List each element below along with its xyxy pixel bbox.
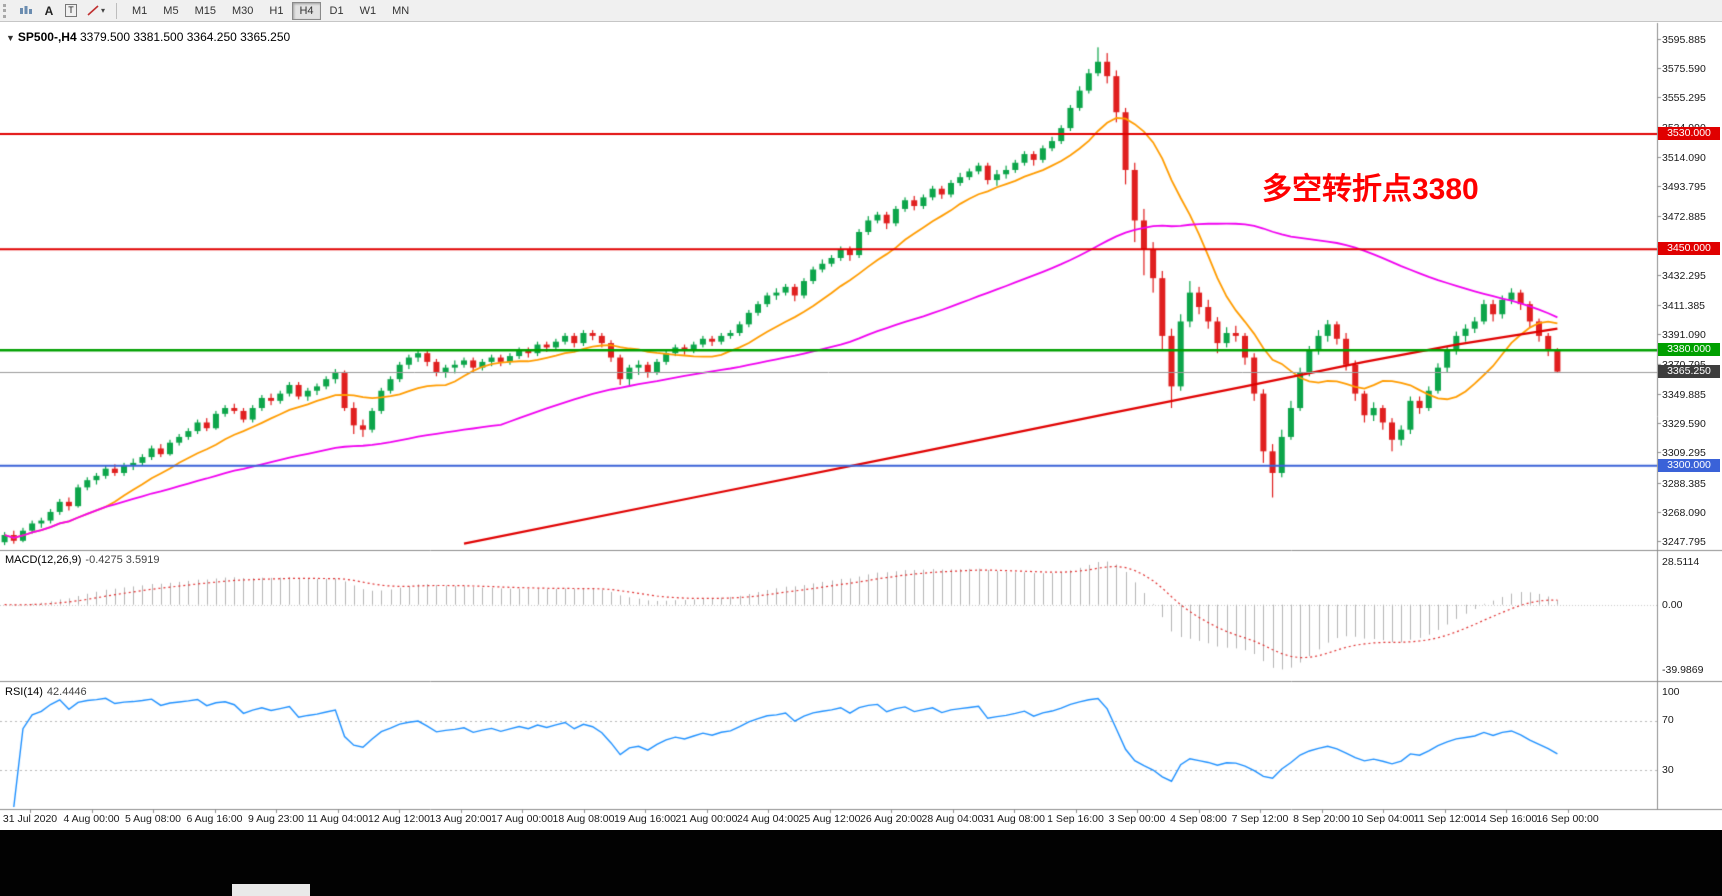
timeframe-button-m30[interactable]: M30 (225, 2, 260, 20)
time-axis-label: 16 Sep 00:00 (1536, 813, 1599, 825)
price-axis-label: 3268.090 (1662, 506, 1706, 519)
time-axis-label: 24 Aug 04:00 (737, 813, 799, 825)
time-axis-label: 11 Aug 04:00 (306, 813, 369, 825)
label-tool-glyph: T (65, 4, 77, 17)
trendline-icon (87, 5, 99, 16)
timeframe-group: M1 M5 M15 M30 H1 H4 D1 W1 MN (124, 1, 417, 20)
candlestick-chart-icon (20, 6, 32, 14)
price-axis-label: 3595.885 (1662, 33, 1706, 46)
macd-axis-zero: 0.00 (1662, 598, 1683, 611)
time-axis-label: 10 Sep 04:00 (1351, 813, 1415, 825)
symbol-timeframe-label: SP500-,H4 (17, 30, 77, 44)
time-axis-label: 17 Aug 00:00 (491, 813, 553, 825)
toolbar-grip-handle[interactable] (3, 3, 9, 18)
macd-indicator-label: MACD(12,26,9) -0.4275 3.5919 (5, 554, 159, 566)
time-axis-label: 8 Sep 20:00 (1293, 813, 1350, 825)
timeframe-button-m5[interactable]: M5 (156, 2, 185, 20)
ohlc-values: 3379.500 3381.500 3364.250 3365.250 (79, 30, 291, 44)
rsi-name: RSI(14) (5, 686, 43, 698)
price-axis-label: 3309.295 (1662, 447, 1706, 460)
toolbar-separator (116, 2, 118, 19)
text-annotation-button[interactable]: A (39, 2, 59, 20)
timeframe-button-d1[interactable]: D1 (323, 2, 351, 20)
line-studies-button[interactable]: ▾ (83, 2, 109, 20)
collapse-indicator-icon[interactable]: ▼ (6, 33, 15, 43)
macd-values: -0.4275 3.5919 (85, 554, 160, 566)
time-axis-label: 28 Aug 04:00 (921, 813, 984, 825)
time-axis-label: 31 Jul 2020 (2, 813, 58, 825)
price-axis-label: 3391.090 (1662, 329, 1706, 342)
text-tool-label: A (44, 3, 54, 18)
rsi-axis-100: 100 (1662, 686, 1680, 698)
rsi-value: 42.4446 (46, 686, 87, 698)
timeframe-button-m1[interactable]: M1 (125, 2, 154, 20)
macd-axis-max: 28.5114 (1662, 556, 1700, 568)
price-axis-label: 3329.590 (1662, 418, 1706, 431)
price-axis-label: 3493.795 (1662, 181, 1706, 194)
timeframe-button-h1[interactable]: H1 (262, 2, 290, 20)
price-axis-label: 3472.885 (1662, 211, 1706, 224)
time-axis-label: 14 Sep 16:00 (1474, 813, 1538, 825)
price-axis-label: 3514.090 (1662, 151, 1706, 164)
timeframe-button-w1[interactable]: W1 (353, 2, 384, 20)
bottom-bar (0, 830, 1722, 896)
price-level-badge: 3380.000 (1658, 343, 1720, 357)
time-axis-label: 11 Sep 12:00 (1413, 813, 1476, 825)
price-axis-label: 3349.885 (1662, 388, 1706, 401)
taskbar-item[interactable] (232, 884, 310, 896)
chart-tool-button[interactable] (15, 2, 37, 20)
main-toolbar: A T ▾ M1 M5 M15 M30 H1 H4 D1 W1 MN (0, 0, 1722, 22)
rsi-axis-70: 70 (1662, 714, 1674, 726)
time-axis-label: 25 Aug 12:00 (798, 813, 861, 825)
macd-name: MACD(12,26,9) (5, 554, 82, 566)
price-axis-label: 3411.385 (1662, 300, 1706, 313)
time-axis-label: 5 Aug 08:00 (124, 813, 182, 825)
price-level-badge: 3530.000 (1658, 126, 1720, 140)
time-axis-label: 3 Sep 00:00 (1108, 813, 1166, 825)
macd-axis-min: -39.9869 (1662, 664, 1704, 676)
time-axis-label: 9 Aug 23:00 (247, 813, 305, 825)
time-axis-label: 7 Sep 12:00 (1231, 813, 1289, 825)
price-level-badge: 3300.000 (1658, 458, 1720, 472)
time-axis-label: 6 Aug 16:00 (186, 813, 243, 825)
time-axis-label: 4 Sep 08:00 (1170, 813, 1227, 825)
time-axis-label: 26 Aug 20:00 (860, 813, 922, 825)
timeframe-button-h4[interactable]: H4 (292, 2, 321, 20)
timeframe-button-mn[interactable]: MN (385, 2, 416, 20)
price-axis-label: 3575.590 (1662, 63, 1706, 76)
timeframe-button-m15[interactable]: M15 (188, 2, 223, 20)
time-axis-label: 21 Aug 00:00 (675, 813, 738, 825)
current-price-badge: 3365.250 (1658, 364, 1720, 378)
time-axis-label: 13 Aug 20:00 (429, 813, 492, 825)
price-axis-label: 3247.795 (1662, 536, 1706, 549)
time-axis-label: 19 Aug 16:00 (614, 813, 676, 825)
price-axis-label: 3288.385 (1662, 477, 1706, 490)
price-axis-label: 3555.295 (1662, 92, 1706, 105)
time-axis-label: 18 Aug 08:00 (552, 813, 615, 825)
time-axis-label: 4 Aug 00:00 (63, 813, 120, 825)
rsi-indicator-label: RSI(14) 42.4446 (5, 686, 87, 698)
time-axis-label: 31 Aug 08:00 (983, 813, 1045, 825)
rsi-axis-30: 30 (1662, 764, 1674, 776)
chart-annotation-text[interactable]: 多空转折点3380 (1262, 173, 1479, 206)
time-axis-label: 12 Aug 12:00 (368, 813, 430, 825)
price-level-badge: 3450.000 (1658, 242, 1720, 256)
chart-title: ▼ SP500-,H4 3379.500 3381.500 3364.250 33… (6, 30, 290, 44)
dropdown-caret-icon: ▾ (101, 6, 106, 15)
text-label-button[interactable]: T (61, 2, 81, 20)
price-axis-label: 3432.295 (1662, 269, 1706, 282)
time-axis-label: 1 Sep 16:00 (1047, 813, 1104, 825)
